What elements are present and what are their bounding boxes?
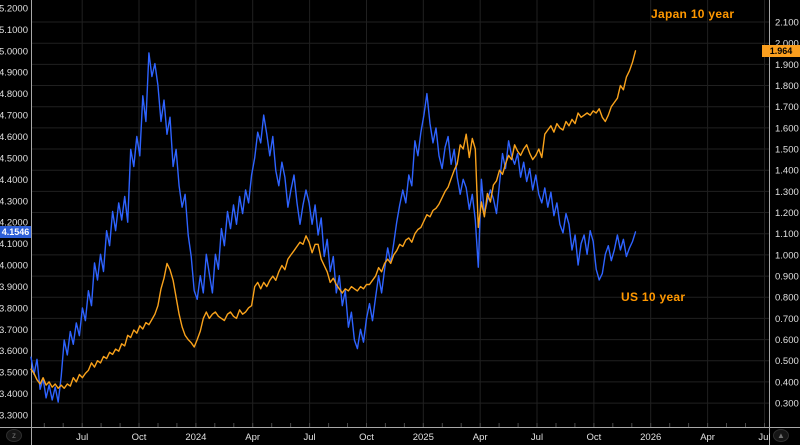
svg-text:1.100: 1.100 xyxy=(775,229,799,240)
svg-text:2024: 2024 xyxy=(185,432,206,443)
svg-text:Oct: Oct xyxy=(132,432,147,443)
svg-text:2.100: 2.100 xyxy=(775,18,799,29)
svg-text:2.000: 2.000 xyxy=(775,39,799,50)
svg-text:4.3000: 4.3000 xyxy=(0,196,28,207)
vertical-gridlines xyxy=(81,0,765,427)
svg-text:1.500: 1.500 xyxy=(775,145,799,156)
svg-text:4.4000: 4.4000 xyxy=(0,175,28,186)
japan-last-value-badge: 1.964 xyxy=(762,45,800,57)
svg-text:0.900: 0.900 xyxy=(775,272,799,283)
svg-text:4.2000: 4.2000 xyxy=(0,218,28,229)
svg-text:Oct: Oct xyxy=(587,432,602,443)
svg-text:0.600: 0.600 xyxy=(775,335,799,346)
svg-text:Oct: Oct xyxy=(359,432,374,443)
svg-text:0.800: 0.800 xyxy=(775,293,799,304)
svg-text:3.6000: 3.6000 xyxy=(0,346,28,357)
svg-text:1.700: 1.700 xyxy=(775,102,799,113)
svg-text:Apr: Apr xyxy=(473,432,488,443)
left-axis-labels: 3.3000 3.4000 3.5000 3.6000 3.7000 3.8000 3.90… xyxy=(0,3,28,421)
svg-text:3.7000: 3.7000 xyxy=(0,325,28,336)
svg-text:3.8000: 3.8000 xyxy=(0,303,28,314)
svg-text:Jul: Jul xyxy=(304,432,316,443)
svg-text:1.600: 1.600 xyxy=(775,123,799,134)
svg-text:3.3000: 3.3000 xyxy=(0,411,28,422)
svg-text:0.700: 0.700 xyxy=(775,314,799,325)
latest-data-button[interactable]: ▲ xyxy=(773,429,789,442)
svg-text:4.5000: 4.5000 xyxy=(0,153,28,164)
japan-10-year-line[interactable] xyxy=(30,50,637,389)
svg-text:4.7000: 4.7000 xyxy=(0,111,28,122)
us-series-label: US 10 year xyxy=(621,290,686,304)
svg-text:1.000: 1.000 xyxy=(775,250,799,261)
svg-text:1.300: 1.300 xyxy=(775,187,799,198)
svg-text:0.500: 0.500 xyxy=(775,356,799,367)
svg-text:Jul: Jul xyxy=(531,432,543,443)
svg-text:4.9000: 4.9000 xyxy=(0,68,28,79)
svg-text:Jul: Jul xyxy=(76,432,88,443)
month-tick-marks xyxy=(43,423,765,427)
svg-text:Apr: Apr xyxy=(700,432,715,443)
svg-text:2025: 2025 xyxy=(413,432,434,443)
us-last-value-badge: 4.1546 xyxy=(0,226,31,238)
svg-text:3.4000: 3.4000 xyxy=(0,389,28,400)
svg-text:Apr: Apr xyxy=(245,432,260,443)
svg-text:4.1000: 4.1000 xyxy=(0,239,28,250)
svg-text:5.1000: 5.1000 xyxy=(0,25,28,36)
svg-text:3.5000: 3.5000 xyxy=(0,368,28,379)
japan-series-label: Japan 10 year xyxy=(651,7,735,21)
svg-text:0.300: 0.300 xyxy=(775,399,799,410)
svg-text:Jul: Jul xyxy=(758,432,770,443)
svg-text:4.6000: 4.6000 xyxy=(0,132,28,143)
svg-text:0.400: 0.400 xyxy=(775,377,799,388)
svg-text:5.0000: 5.0000 xyxy=(0,46,28,57)
svg-text:1.800: 1.800 xyxy=(775,81,799,92)
svg-text:4.8000: 4.8000 xyxy=(0,89,28,100)
horizontal-gridlines xyxy=(31,21,769,404)
zoom-control-button[interactable]: z xyxy=(6,429,22,442)
svg-text:1.400: 1.400 xyxy=(775,166,799,177)
svg-text:1.900: 1.900 xyxy=(775,60,799,71)
x-axis-labels: Jul Oct 2024 Apr Jul Oct 2025 Apr Jul Oct 2026 Apr J… xyxy=(76,432,770,443)
us-10-year-line[interactable] xyxy=(30,52,637,403)
svg-text:5.2000: 5.2000 xyxy=(0,3,28,14)
svg-text:4.0000: 4.0000 xyxy=(0,261,28,272)
right-axis-labels: 0.300 0.400 0.500 0.600 0.700 0.800 0.900 1.000… xyxy=(775,18,799,410)
svg-text:1.200: 1.200 xyxy=(775,208,799,219)
svg-text:2026: 2026 xyxy=(640,432,661,443)
svg-text:3.9000: 3.9000 xyxy=(0,282,28,293)
